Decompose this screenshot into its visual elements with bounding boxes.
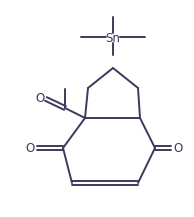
Text: O: O: [35, 92, 45, 105]
Text: O: O: [173, 141, 183, 155]
Text: Sn: Sn: [106, 31, 120, 44]
Text: O: O: [25, 141, 35, 155]
